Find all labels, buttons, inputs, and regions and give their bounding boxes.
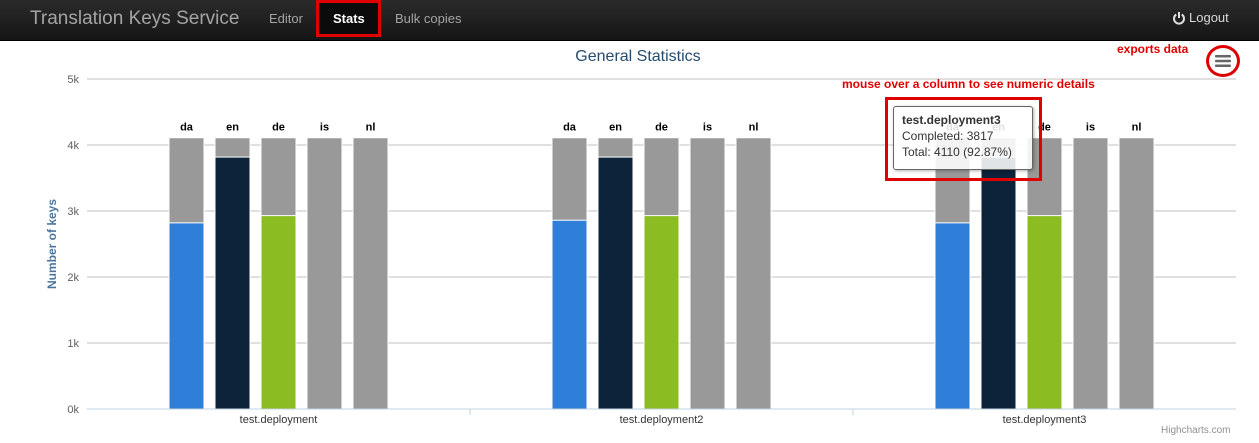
y-tick-label: 4k: [67, 140, 79, 152]
stack-label: da: [180, 122, 194, 134]
y-tick-label: 2k: [67, 272, 79, 284]
total-bar: [1072, 137, 1109, 410]
completed-bar-en: [597, 156, 634, 410]
x-category-label: test.deployment3: [1003, 414, 1087, 426]
completed-bar-de: [643, 215, 680, 410]
tooltip-completed: Completed: 3817: [902, 129, 994, 143]
x-category-label: test.deployment: [240, 414, 318, 426]
exports-annotation: exports data: [1117, 42, 1189, 56]
tooltip-highlight-box: [885, 97, 1042, 181]
total-bar: [735, 137, 772, 410]
total-bar: [306, 137, 343, 410]
tooltip-total: Total: 4110 (92.87%): [902, 145, 1012, 159]
total-bar: [1118, 137, 1155, 410]
stack-label: de: [272, 122, 285, 134]
nav-editor[interactable]: Editor: [269, 11, 303, 26]
completed-bar-da: [934, 222, 971, 410]
stack-label: en: [226, 122, 239, 134]
power-icon: [1173, 11, 1185, 25]
logout-button[interactable]: Logout: [1172, 10, 1229, 25]
navbar: Translation Keys Service Editor Stats Bu…: [0, 0, 1259, 41]
y-tick-label: 1k: [67, 338, 79, 350]
stack-label: de: [655, 122, 668, 134]
y-tick-label: 0k: [67, 404, 79, 416]
completed-bar-en: [980, 156, 1017, 410]
total-bar: [352, 137, 389, 410]
chart-title: General Statistics: [575, 48, 701, 65]
stack-label: is: [1086, 122, 1095, 134]
stack-label: nl: [749, 122, 759, 134]
export-menu-button[interactable]: [1206, 45, 1240, 77]
stack-label: nl: [1132, 122, 1142, 134]
stack-label: is: [320, 122, 329, 134]
stack-label: en: [609, 122, 622, 134]
stats-highlight-box: [316, 0, 381, 37]
stack-label: nl: [366, 122, 376, 134]
tooltip-title: test.deployment3: [902, 113, 1001, 127]
x-category-label: test.deployment2: [620, 414, 704, 426]
chart-tooltip: test.deployment3 Completed: 3817 Total: …: [893, 106, 1033, 170]
hamburger-icon: [1215, 55, 1231, 67]
completed-bar-de: [260, 215, 297, 410]
credits-link[interactable]: Highcharts.com: [1161, 425, 1231, 436]
y-axis-title: Number of keys: [45, 199, 59, 289]
y-tick-label: 5k: [67, 74, 79, 86]
mouseover-annotation: mouse over a column to see numeric detai…: [842, 77, 1095, 91]
nav-bulk-copies[interactable]: Bulk copies: [395, 11, 462, 26]
stack-label: is: [703, 122, 712, 134]
y-tick-label: 3k: [67, 206, 79, 218]
total-bar: [689, 137, 726, 410]
completed-bar-en: [214, 156, 251, 410]
logout-label: Logout: [1189, 10, 1229, 25]
brand-title[interactable]: Translation Keys Service: [30, 8, 240, 29]
nav-stats[interactable]: Stats: [333, 11, 365, 26]
completed-bar-de: [1026, 215, 1063, 410]
completed-bar-da: [551, 219, 588, 410]
completed-bar-da: [168, 222, 205, 410]
stack-label: da: [563, 122, 577, 134]
